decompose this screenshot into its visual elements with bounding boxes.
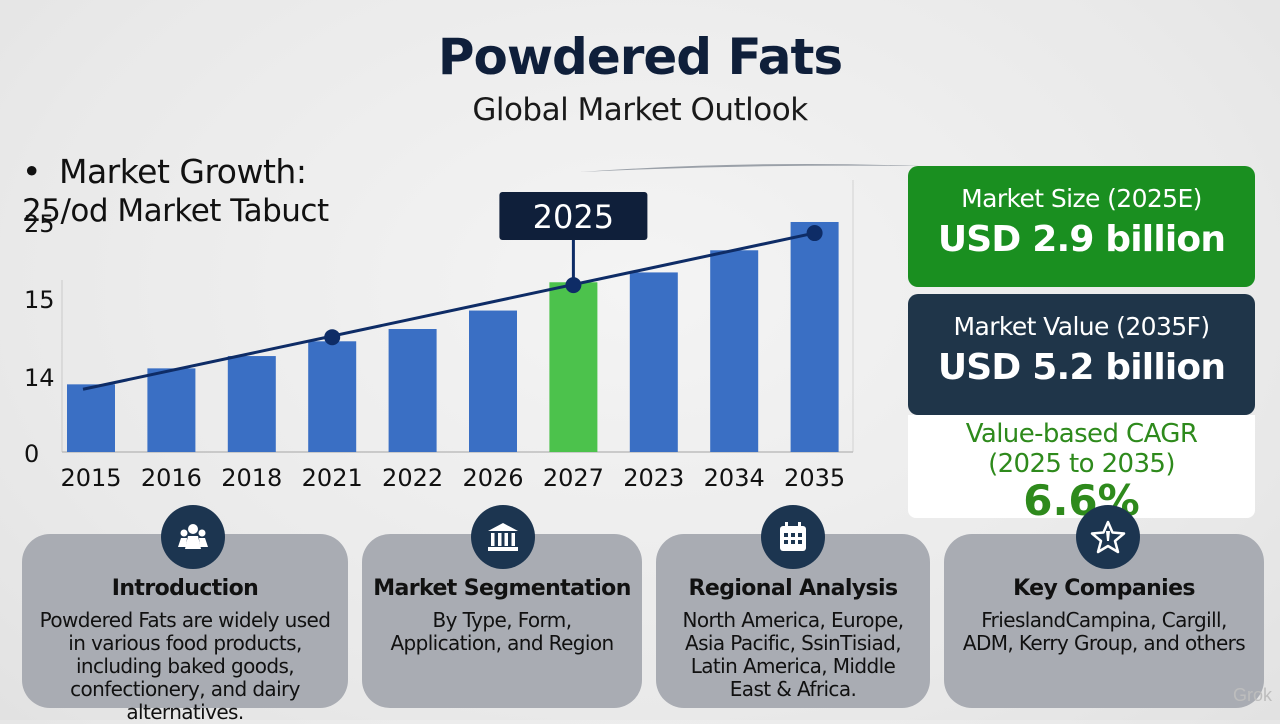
x-tick-label: 2022 xyxy=(382,464,443,492)
regional-body: North America, Europe, Asia Pacific, Ssi… xyxy=(682,608,905,701)
bar xyxy=(227,356,276,452)
y-tick-label: 25 xyxy=(24,210,55,238)
introduction-body: Powdered Fats are widely used in various… xyxy=(39,608,331,724)
market-growth-subtext: 25/od Market Tabuct xyxy=(22,193,329,229)
bar xyxy=(629,272,678,452)
cagr-value: 6.6% xyxy=(1023,476,1140,525)
trend-marker xyxy=(806,225,823,242)
market-growth-chart: 0 14 15 25 2015 2016 2018 2021 2022 2026 2027 2023 2… xyxy=(24,180,854,492)
introduction-title: Introduction xyxy=(111,576,259,601)
market-size-value: USD 2.9 billion xyxy=(937,219,1226,260)
page-subtitle: Global Market Outlook xyxy=(472,92,808,128)
decorative-swoosh xyxy=(580,164,920,172)
market-value-value: USD 5.2 billion xyxy=(937,347,1226,388)
trend-marker xyxy=(565,277,582,294)
bar-highlight xyxy=(549,282,598,452)
bar xyxy=(147,368,196,452)
bank-icon xyxy=(471,505,535,569)
star-icon xyxy=(1076,505,1140,569)
x-tick-label: 2016 xyxy=(141,464,202,492)
bar xyxy=(308,341,357,452)
y-tick-label: 15 xyxy=(24,286,55,314)
market-size-card: Market Size (2025E) USD 2.9 billion xyxy=(908,166,1255,287)
bar xyxy=(388,329,437,452)
bar xyxy=(67,384,115,452)
market-value-label: Market Value (2035F) xyxy=(953,312,1211,341)
introduction-panel: Introduction Powdered Fats are widely us… xyxy=(22,534,348,724)
x-tick-label: 2018 xyxy=(221,464,282,492)
callout-box xyxy=(499,192,648,240)
y-tick-label: 14 xyxy=(24,364,55,392)
x-tick-label: 2015 xyxy=(60,464,121,492)
segmentation-body: By Type, Form, Application, and Region xyxy=(390,608,614,655)
regional-panel: Regional Analysis North America, Europe,… xyxy=(656,534,930,708)
x-tick-label: 2027 xyxy=(543,464,604,492)
watermark: Grok xyxy=(1232,685,1272,705)
market-value-card: Market Value (2035F) USD 5.2 billion xyxy=(908,294,1255,415)
segmentation-title: Market Segmentation xyxy=(373,576,631,601)
x-tick-label: 2021 xyxy=(302,464,363,492)
companies-title: Key Companies xyxy=(1013,576,1195,601)
cagr-period: (2025 to 2035) xyxy=(988,449,1175,479)
trend-marker xyxy=(324,329,341,346)
callout-label: 2025 xyxy=(533,198,614,236)
x-tick-label: 2026 xyxy=(462,464,523,492)
regional-title: Regional Analysis xyxy=(688,576,899,601)
cagr-label: Value-based CAGR xyxy=(965,419,1198,449)
cagr-card: Value-based CAGR (2025 to 2035) 6.6% xyxy=(908,415,1255,523)
bar xyxy=(469,310,517,452)
x-tick-label: 2034 xyxy=(704,464,765,492)
market-size-label: Market Size (2025E) xyxy=(961,184,1202,213)
companies-panel: Key Companies FrieslandCampina, Cargill,… xyxy=(944,534,1264,708)
people-icon xyxy=(161,505,225,569)
bar xyxy=(710,250,759,452)
x-tick-label: 2035 xyxy=(784,464,845,492)
companies-body: FrieslandCampina, Cargill, ADM, Kerry Gr… xyxy=(962,608,1246,655)
market-growth-label: Market Growth: xyxy=(58,152,307,191)
bar xyxy=(790,221,839,452)
y-tick-label: 0 xyxy=(24,440,39,468)
trend-line xyxy=(82,231,815,391)
x-tick-label: 2023 xyxy=(623,464,684,492)
market-growth-bullet: • Market Growth: xyxy=(22,152,307,191)
calendar-icon xyxy=(761,505,825,569)
page-title: Powdered Fats xyxy=(437,28,843,86)
